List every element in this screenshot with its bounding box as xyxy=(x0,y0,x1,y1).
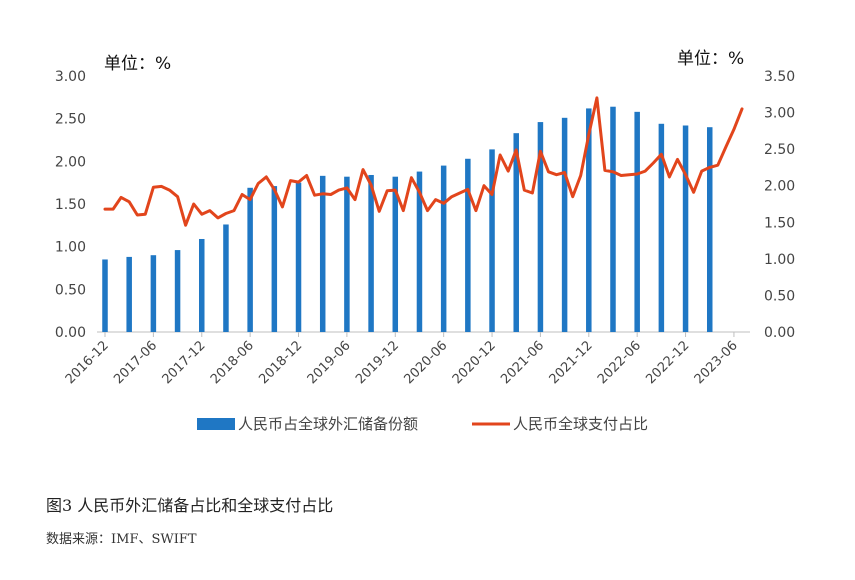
reserve-share-bar xyxy=(489,149,495,332)
x-tick-label: 2017-12 xyxy=(160,338,209,387)
reserve-share-bar xyxy=(634,111,640,332)
legend-line-label: 人民币全球支付占比 xyxy=(513,415,648,433)
figure-caption: 图3 人民币外汇储备占比和全球支付占比 xyxy=(46,496,334,515)
right-tick-label: 0.50 xyxy=(764,288,795,304)
x-tick-label: 2017-06 xyxy=(111,338,160,387)
reserve-share-bar xyxy=(513,133,519,332)
reserve-share-bar xyxy=(610,106,616,332)
reserve-share-bar xyxy=(368,174,374,332)
reserve-share-bar xyxy=(247,187,253,332)
left-tick-label: 3.00 xyxy=(55,69,86,85)
legend-bar-label: 人民币占全球外汇储备份额 xyxy=(238,415,418,433)
x-tick-label: 2018-06 xyxy=(208,338,257,387)
reserve-share-bar xyxy=(223,224,229,332)
reserve-share-bar xyxy=(174,250,181,332)
right-tick-label: 3.50 xyxy=(764,69,795,85)
reserve-share-bar xyxy=(465,158,471,332)
x-tick-label: 2016-12 xyxy=(63,338,112,387)
reserve-share-bar xyxy=(319,175,326,332)
reserve-share-bar xyxy=(561,117,568,333)
legend: 人民币占全球外汇储备份额 人民币全球支付占比 xyxy=(197,415,648,433)
x-tick-label: 2019-06 xyxy=(305,338,354,387)
right-tick-label: 1.00 xyxy=(764,252,795,268)
payment-share-line xyxy=(103,96,744,227)
left-tick-label: 2.00 xyxy=(55,154,86,170)
reserve-share-bar xyxy=(199,238,205,332)
x-tick-label: 2020-12 xyxy=(450,338,499,387)
right-tick-label: 3.00 xyxy=(764,106,795,122)
reserve-share-bar xyxy=(271,186,278,332)
x-tick-label: 2020-06 xyxy=(401,338,450,387)
reserve-share-bar xyxy=(150,255,157,332)
reserve-share-bar xyxy=(102,259,108,332)
line-series xyxy=(103,96,744,227)
left-tick-label: 0.50 xyxy=(55,282,86,298)
left-tick-label: 2.50 xyxy=(55,112,86,128)
x-tick-label: 2018-12 xyxy=(256,338,305,387)
left-tick-label: 1.00 xyxy=(55,240,86,256)
right-unit-label: 单位：% xyxy=(677,49,744,69)
reserve-share-bar xyxy=(392,176,399,332)
reserve-share-bar xyxy=(658,123,665,332)
reserve-share-bar xyxy=(440,165,447,332)
chart: 0.00 0.50 1.00 1.50 2.00 2.50 3.00 0.00 0.50 1.00… xyxy=(55,49,795,433)
left-tick-label: 1.50 xyxy=(55,197,86,213)
right-tick-label: 1.50 xyxy=(764,215,795,231)
left-tick-label: 0.00 xyxy=(55,325,86,341)
reserve-share-bar xyxy=(126,256,132,332)
right-tick-label: 2.00 xyxy=(764,179,795,195)
reserve-share-bar xyxy=(537,122,544,332)
left-unit-label: 单位：% xyxy=(104,54,171,74)
reserve-share-bar xyxy=(682,125,689,332)
x-tick-label: 2022-12 xyxy=(643,338,692,387)
source-note: 数据来源：IMF、SWIFT xyxy=(46,532,197,547)
x-tick-label: 2019-12 xyxy=(353,338,402,387)
reserve-share-bar xyxy=(706,127,713,332)
right-tick-label: 0.00 xyxy=(764,325,795,341)
x-tick-label: 2021-12 xyxy=(547,338,596,387)
x-tick-label: 2022-06 xyxy=(595,338,644,387)
bar-series xyxy=(102,106,713,333)
reserve-share-bar xyxy=(586,108,592,332)
reserve-share-bar xyxy=(344,176,350,332)
reserve-share-bar xyxy=(295,182,302,332)
x-tick-label: 2021-06 xyxy=(498,338,547,387)
x-tick-label: 2023-06 xyxy=(692,338,741,387)
right-tick-label: 2.50 xyxy=(764,142,795,158)
legend-bar-swatch xyxy=(197,418,235,430)
reserve-share-bar xyxy=(416,171,423,332)
